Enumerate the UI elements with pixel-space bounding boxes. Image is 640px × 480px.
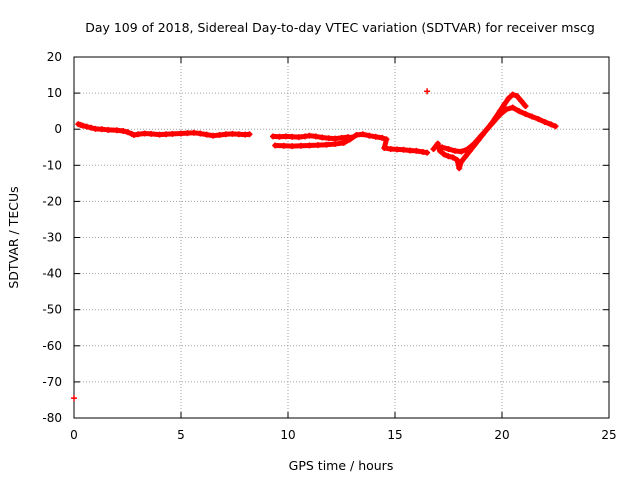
data-points [71,88,559,402]
x-tick-label: 5 [177,428,185,442]
y-tick-label: -60 [42,339,62,353]
y-tick-label: -30 [42,231,62,245]
x-tick-label: 20 [494,428,509,442]
y-tick-label: -20 [42,194,62,208]
y-tick-label: 0 [54,122,62,136]
x-tick-label: 10 [280,428,295,442]
y-tick-label: -70 [42,375,62,389]
y-tick-label: -50 [42,303,62,317]
grid [74,57,609,418]
x-tick-label: 0 [70,428,78,442]
y-axis-ticks: 20 10 0 -10 -20 -30 -40 -50 -60 -70 -80 [42,50,609,425]
x-tick-label: 15 [387,428,402,442]
chart-title: Day 109 of 2018, Sidereal Day-to-day VTE… [85,20,595,35]
x-tick-label: 25 [601,428,616,442]
data-point [522,103,529,110]
x-axis-label: GPS time / hours [289,458,394,473]
y-tick-label: 10 [47,86,62,100]
data-point [424,88,431,95]
y-tick-label: -10 [42,158,62,172]
x-axis-ticks: 0 5 10 15 20 25 [70,57,617,442]
data-point [246,131,253,138]
data-point [424,149,431,156]
y-tick-label: -40 [42,267,62,281]
data-point [552,123,559,130]
y-tick-label: 20 [47,50,62,64]
data-point [71,395,77,402]
y-axis-label: SDTVAR / TECUs [6,186,21,288]
y-tick-label: -80 [42,411,62,425]
